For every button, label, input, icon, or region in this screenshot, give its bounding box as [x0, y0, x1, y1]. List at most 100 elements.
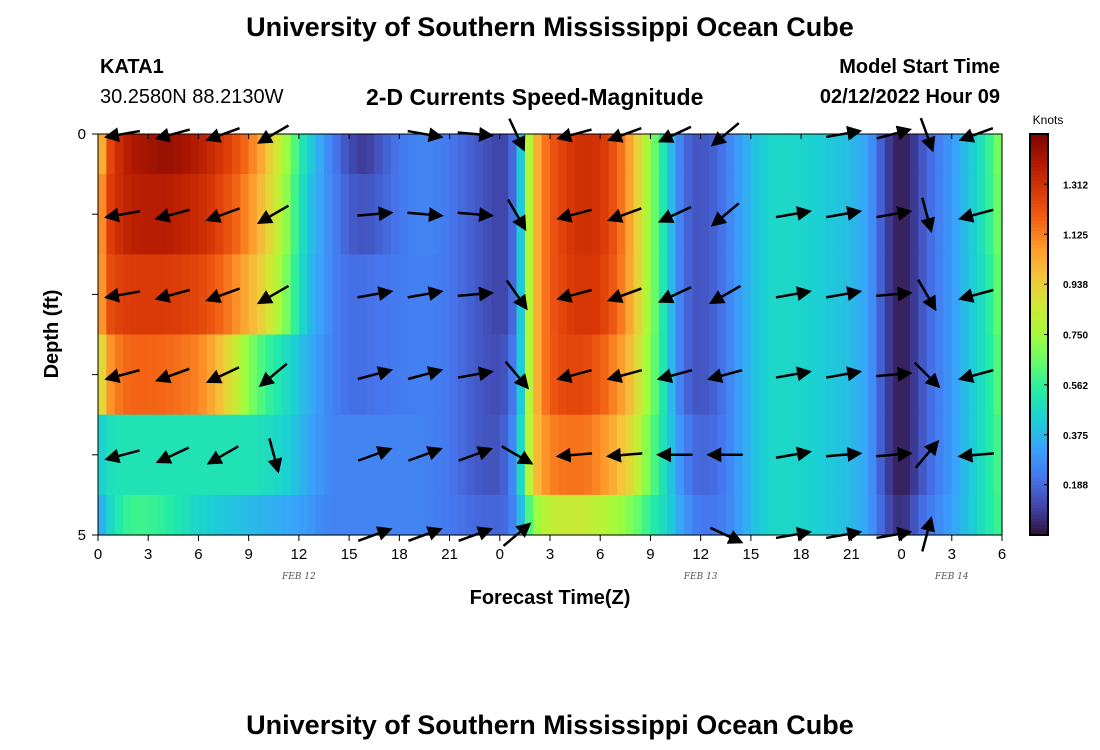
- heatmap-cell: [390, 174, 400, 255]
- heatmap-cell: [767, 134, 777, 175]
- colorbar-segment: [1030, 371, 1048, 376]
- heatmap-cell: [307, 414, 317, 496]
- heatmap-cell: [106, 414, 116, 496]
- heatmap-cell: [273, 414, 283, 496]
- colorbar-segment: [1030, 414, 1048, 419]
- heatmap-cell: [357, 334, 367, 416]
- heatmap-cell: [767, 494, 777, 536]
- heatmap-cell: [365, 494, 375, 536]
- colorbar-segment: [1030, 324, 1048, 329]
- heatmap-cell: [399, 494, 409, 536]
- colorbar-segment: [1030, 204, 1048, 209]
- heatmap-cell: [725, 494, 735, 536]
- colorbar-segment: [1030, 144, 1048, 148]
- colorbar-segment: [1030, 364, 1048, 369]
- heatmap-cell: [976, 254, 986, 336]
- heatmap-cell: [524, 134, 534, 175]
- heatmap-cell: [399, 414, 409, 496]
- current-vector-arrow: [958, 288, 994, 303]
- heatmap-cell: [106, 134, 116, 175]
- heatmap-cell: [960, 134, 970, 175]
- heatmap-cell: [491, 134, 501, 175]
- heatmap-cell: [357, 494, 367, 536]
- current-vector-arrow: [256, 284, 290, 305]
- current-vector-arrow: [457, 286, 495, 302]
- heatmap-cell: [248, 174, 258, 255]
- heatmap-cell: [533, 254, 543, 336]
- heatmap-cell: [123, 494, 133, 536]
- heatmap-cell: [324, 174, 333, 255]
- colorbar-segment: [1030, 304, 1048, 309]
- current-vector-arrow: [826, 286, 863, 302]
- heatmap-cell: [374, 134, 384, 175]
- heatmap-cell: [449, 334, 459, 416]
- heatmap-cell: [742, 254, 752, 336]
- colorbar-tick-label: 0.750: [1063, 331, 1088, 342]
- heatmap-cell: [809, 254, 819, 336]
- heatmap-cell: [223, 414, 233, 496]
- heatmap-cell: [851, 174, 861, 255]
- heatmap-cell: [524, 494, 534, 536]
- heatmap-cell: [675, 334, 685, 416]
- heatmap-cell: [533, 334, 543, 416]
- heatmap-cell: [625, 254, 635, 336]
- heatmap-cell: [223, 494, 233, 536]
- heatmap-cell: [909, 254, 919, 336]
- heatmap-cell: [792, 134, 802, 175]
- heatmap-cell: [156, 494, 166, 536]
- current-vector-arrow: [957, 447, 994, 463]
- x-tick-label: 9: [646, 546, 654, 563]
- heatmap-cell: [683, 174, 693, 255]
- heatmap-cell: [131, 174, 141, 255]
- heatmap-cell: [876, 134, 886, 175]
- colorbar-segment: [1030, 164, 1048, 169]
- current-vector-arrow: [555, 447, 593, 463]
- colorbar-segment: [1030, 511, 1048, 516]
- heatmap-cell: [533, 414, 543, 496]
- heatmap-cell: [432, 334, 442, 416]
- heatmap-cell: [759, 494, 769, 536]
- heatmap-cell: [491, 254, 501, 336]
- heatmap-cell: [725, 174, 735, 255]
- heatmap-cell: [231, 334, 241, 416]
- colorbar-segment: [1030, 498, 1048, 503]
- heatmap-cell: [700, 414, 710, 496]
- colorbar-segment: [1030, 434, 1048, 439]
- heatmap-cell: [901, 134, 911, 175]
- heatmap-cell: [156, 254, 166, 336]
- heatmap-cell: [826, 494, 836, 536]
- colorbar-segment: [1030, 431, 1048, 436]
- current-vector-arrow: [155, 367, 190, 384]
- colorbar-segment: [1030, 297, 1048, 302]
- heatmap-cell: [541, 254, 551, 336]
- heatmap-cell: [776, 334, 785, 416]
- heatmap-cell: [173, 134, 183, 175]
- heatmap-cell: [181, 174, 191, 255]
- colorbar-segment: [1030, 514, 1048, 519]
- heatmap-cell: [441, 494, 451, 536]
- heatmap-cell: [499, 494, 509, 536]
- colorbar-segment: [1030, 481, 1048, 486]
- colorbar-segment: [1030, 361, 1048, 366]
- colorbar-segment: [1030, 260, 1048, 265]
- heatmap-cell: [817, 494, 827, 536]
- heatmap-cell: [365, 134, 375, 175]
- heatmap-cell: [265, 494, 275, 536]
- heatmap-cell: [265, 134, 275, 175]
- current-vector-arrow: [258, 362, 288, 388]
- heatmap-cell: [809, 134, 819, 175]
- colorbar-segment: [1030, 404, 1048, 409]
- colorbar-segment: [1030, 180, 1048, 185]
- colorbar-segment: [1030, 428, 1048, 433]
- heatmap-cell: [650, 414, 660, 496]
- current-vector-arrow: [775, 206, 812, 221]
- heatmap-cell: [139, 174, 149, 255]
- heatmap-cell: [851, 494, 861, 536]
- heatmap-cell: [390, 334, 400, 416]
- colorbar-segment: [1030, 267, 1048, 272]
- heatmap-cell: [575, 334, 585, 416]
- colorbar-segment: [1030, 401, 1048, 406]
- heatmap-cell: [123, 134, 133, 175]
- colorbar-segment: [1030, 387, 1048, 392]
- colorbar-segment: [1030, 200, 1048, 205]
